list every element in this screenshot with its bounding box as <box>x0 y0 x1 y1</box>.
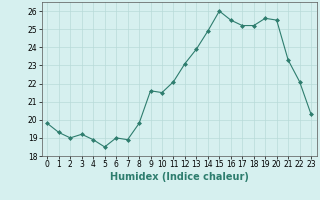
X-axis label: Humidex (Indice chaleur): Humidex (Indice chaleur) <box>110 172 249 182</box>
